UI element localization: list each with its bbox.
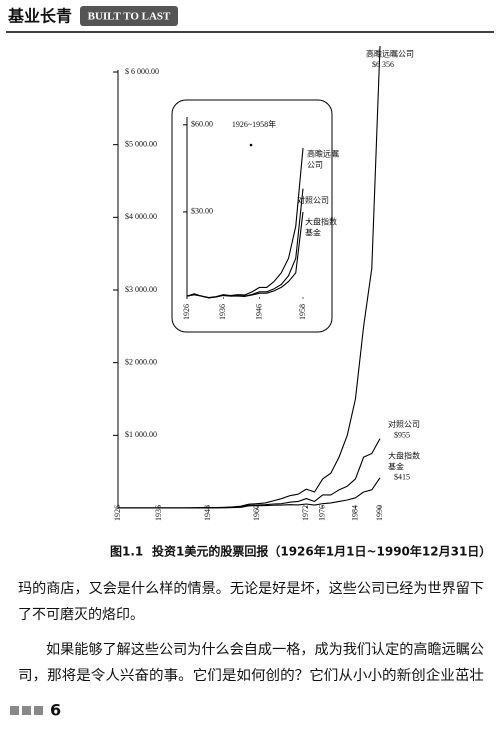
value-label: $955 <box>394 430 410 439</box>
x-tick-label: 1990 <box>375 505 384 521</box>
page-marker <box>22 706 31 715</box>
value-label: $6 356 <box>372 60 394 69</box>
series-label: 大盘指数 <box>388 450 420 460</box>
page-marker <box>10 706 19 715</box>
series-line <box>117 477 381 509</box>
paragraph-line: 如果能够了解这些公司为什么会自成一格，成为我们认定的高瞻远瞩公 <box>46 641 484 658</box>
x-tick-label: 1926 <box>113 505 122 521</box>
series-label: 高瞻远瞩公司 <box>366 49 414 59</box>
x-tick-label: 1936 <box>154 505 163 521</box>
main-chart: $1 000.00 $2 000.00 $3 000.00 $4 000.00 $5 0… <box>113 46 420 521</box>
series-label: 基金 <box>305 227 321 237</box>
x-tick-label: 1958 <box>298 304 307 320</box>
y-tick-label: $ 6 000.00 <box>125 67 159 76</box>
inset-chart: 1926~1958年 $30.00 $60.00 1926 1936 1946 1958 高瞻… <box>182 117 339 320</box>
y-tick-label: $5 000.00 <box>125 139 157 148</box>
page-marker <box>34 706 43 715</box>
x-tick-label: 1936 <box>218 304 227 320</box>
series-label: 基金 <box>388 461 404 471</box>
y-tick-label: $1 000.00 <box>125 430 157 439</box>
series-label: 大盘指数 <box>305 216 337 226</box>
series-label: 对照公司 <box>388 419 420 429</box>
page-number: 6 <box>50 701 61 720</box>
x-tick-label: 1960 <box>252 505 261 521</box>
x-tick-label: 1984 <box>350 505 359 521</box>
inset-title: 1926~1958年 <box>232 119 276 129</box>
y-tick-label: $60.00 <box>191 120 213 129</box>
header-title: 基业长青 <box>7 7 72 26</box>
series-line <box>186 211 304 299</box>
inset-frame <box>171 99 333 333</box>
y-tick-label: $4 000.00 <box>125 212 157 221</box>
x-tick-label: 1926 <box>182 304 191 320</box>
x-tick-label: 1948 <box>203 505 212 521</box>
x-tick-label: 1972 <box>301 505 310 521</box>
x-tick-label: 1976 <box>318 505 327 521</box>
inset-dot <box>249 143 253 147</box>
paragraph-line: 玛的商店，又会是什么样的情景。无论是好是坏，这些公司已经为世界留下 <box>18 580 484 597</box>
series-label: 公司 <box>307 161 323 170</box>
y-tick-label: $3 000.00 <box>125 285 157 294</box>
x-tick-label: 1946 <box>254 304 263 320</box>
series-label: 对照公司 <box>297 195 329 205</box>
header-subtitle: BUILT TO LAST <box>88 11 171 23</box>
y-tick-label: $2 000.00 <box>125 357 157 366</box>
header-badge <box>80 6 178 26</box>
paragraph-line: 了不可磨灭的烙印。 <box>18 607 144 623</box>
series-label: 高瞻远瞩 <box>307 149 339 159</box>
y-tick-label: $30.00 <box>191 207 213 216</box>
caption-label: 图1.1 <box>110 545 143 559</box>
caption-text: 投资1美元的股票回报（1926年1月1日~1990年12月31日） <box>152 544 491 559</box>
value-label: $415 <box>394 473 410 482</box>
paragraph-line: 司，那将是令人兴奋的事。它们是如何创的？它们从小小的新创企业茁壮 <box>18 667 484 684</box>
